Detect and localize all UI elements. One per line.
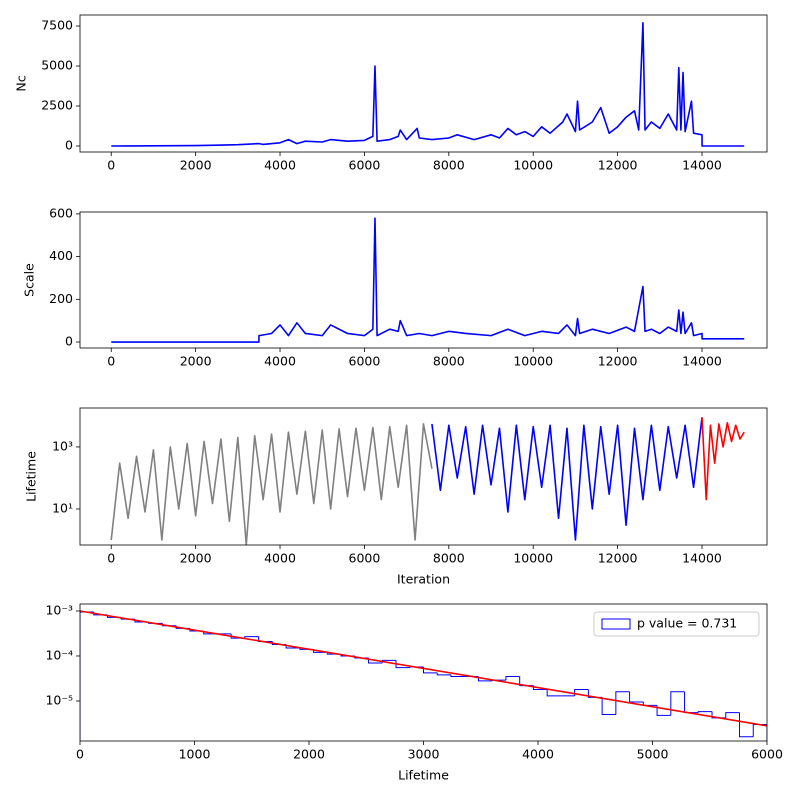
y-tick-label: 10³ (52, 438, 73, 453)
x-tick-label: 6000 (349, 354, 381, 369)
x-tick-label: 4000 (264, 551, 296, 566)
y-tick-label: 600 (49, 205, 73, 220)
x-tick-label: 12000 (598, 354, 638, 369)
x-tick-label: 8000 (433, 551, 465, 566)
x-tick-label: 10000 (513, 354, 553, 369)
y-tick-label: 200 (49, 291, 73, 306)
series-line (701, 417, 745, 501)
x-tick-label: 4000 (264, 354, 296, 369)
histogram-step (395, 660, 410, 669)
x-axis-label: Lifetime (398, 768, 449, 783)
y-axis-label: Nc (14, 75, 29, 91)
legend-label: p value = 0.731 (637, 616, 737, 631)
x-tick-label: 14000 (682, 354, 722, 369)
series-line (80, 610, 767, 727)
x-tick-label: 0 (107, 551, 115, 566)
series-line (111, 217, 745, 343)
x-tick-label: 2000 (180, 551, 212, 566)
x-axis-label: Iteration (397, 572, 450, 587)
axes-frame (79, 14, 768, 153)
x-tick-label: 2000 (180, 354, 212, 369)
x-tick-label: 3000 (408, 747, 440, 762)
x-tick-label: 6000 (349, 551, 381, 566)
x-tick-label: 6000 (751, 747, 783, 762)
y-tick-label: 10⁻³ (45, 602, 73, 617)
series-line (111, 22, 745, 147)
y-axis-label: Scale (22, 263, 37, 297)
y-tick-label: 0 (65, 138, 73, 153)
x-tick-label: 5000 (637, 747, 669, 762)
series-line (431, 417, 703, 541)
histogram-step (546, 689, 561, 697)
axes-frame (79, 407, 768, 546)
y-tick-label: 2500 (41, 98, 73, 113)
histogram-step (670, 691, 685, 716)
histogram-step (615, 691, 630, 715)
histogram-step (697, 711, 713, 713)
plot-area (80, 610, 767, 741)
histogram-step (436, 672, 451, 676)
x-tick-label: 8000 (433, 158, 465, 173)
x-tick-label: 4000 (522, 747, 554, 762)
x-tick-label: 0 (107, 354, 115, 369)
y-tick-label: 0 (65, 334, 73, 349)
legend-swatch (601, 618, 631, 630)
histogram-step (505, 676, 520, 681)
y-tick-label: 10⁻⁴ (45, 647, 73, 662)
y-tick-label: 10⁻⁵ (45, 692, 73, 707)
x-tick-label: 4000 (264, 158, 296, 173)
axes-frame (79, 603, 768, 742)
x-tick-label: 8000 (433, 354, 465, 369)
histogram-step (450, 674, 465, 677)
histogram-step (725, 712, 740, 718)
x-tick-label: 10000 (513, 158, 553, 173)
x-tick-label: 12000 (598, 158, 638, 173)
y-tick-label: 7500 (41, 18, 73, 33)
x-tick-label: 14000 (682, 551, 722, 566)
plot-area (111, 22, 745, 147)
y-axis-label: Lifetime (24, 451, 39, 502)
x-tick-label: 0 (107, 158, 115, 173)
x-tick-label: 14000 (682, 158, 722, 173)
x-tick-label: 2000 (180, 158, 212, 173)
x-tick-label: 0 (76, 747, 84, 762)
histogram-step (629, 691, 644, 703)
series-line (110, 423, 433, 545)
x-tick-label: 12000 (598, 551, 638, 566)
x-tick-label: 6000 (349, 158, 381, 173)
y-tick-label: 400 (49, 248, 73, 263)
x-tick-label: 1000 (179, 747, 211, 762)
y-tick-label: 10¹ (52, 500, 73, 515)
axes-frame (79, 211, 768, 349)
plot-area (111, 217, 745, 343)
histogram-step (244, 636, 259, 639)
x-tick-label: 10000 (513, 551, 553, 566)
histogram-step (656, 705, 671, 716)
plot-area (110, 417, 745, 545)
y-tick-label: 5000 (41, 58, 73, 73)
x-tick-label: 2000 (293, 747, 325, 762)
histogram-step (601, 697, 616, 716)
legend-box (593, 611, 760, 637)
